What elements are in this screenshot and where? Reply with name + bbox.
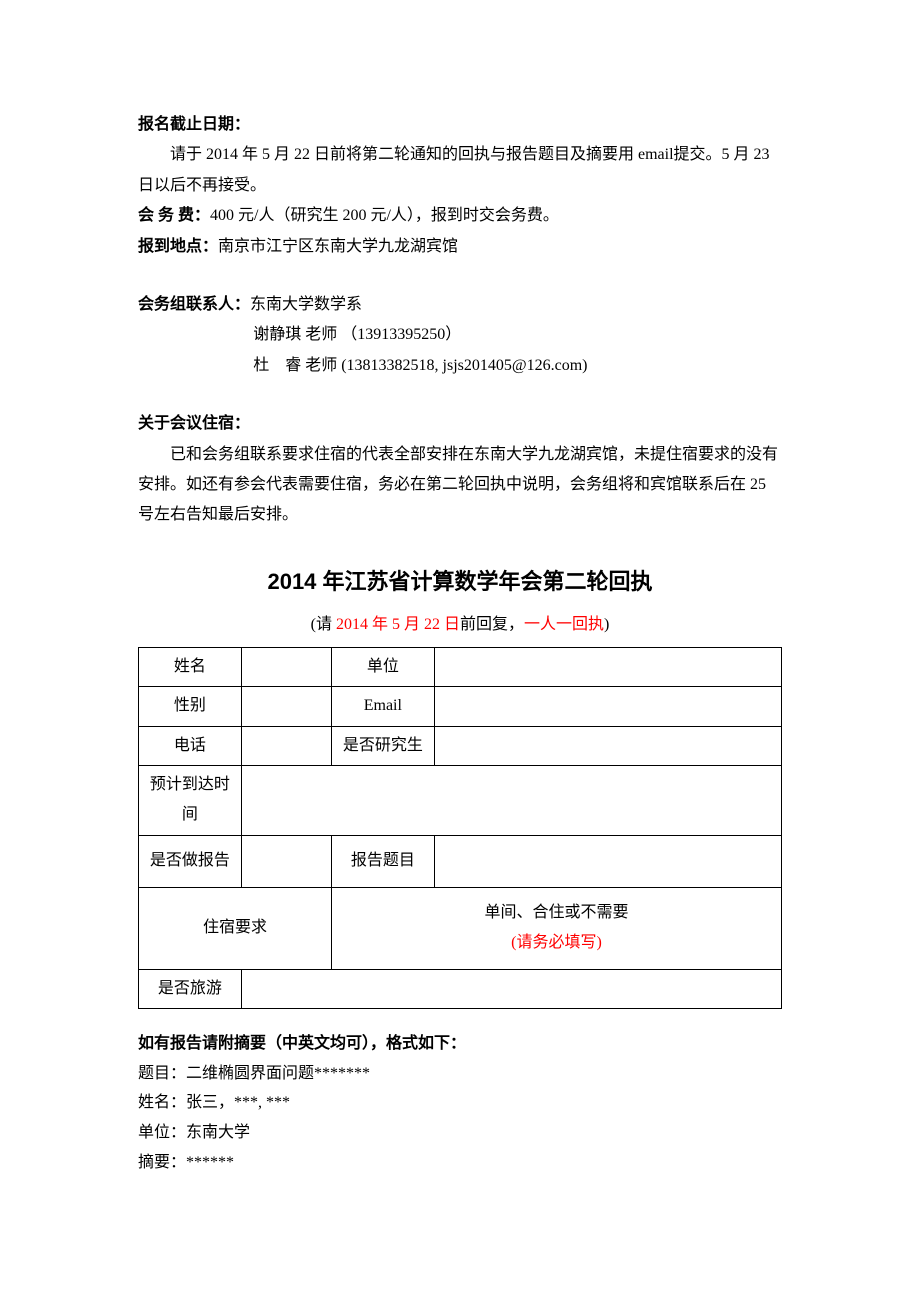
cell-phone-label: 电话 [139,726,242,765]
cell-lodging-value[interactable]: 单间、合住或不需要 (请务必填写) [331,887,781,969]
subtitle-prefix: (请 [311,616,336,633]
contact-person2-name: 杜 睿 [253,357,301,374]
cell-phone-value[interactable] [241,726,331,765]
contact-person-1: 谢静琪 老师 （13913395250） [138,320,782,350]
cell-name-label: 姓名 [139,647,242,686]
footer-heading: 如有报告请附摘要（中英文均可），格式如下： [138,1029,782,1059]
accommodation-heading: 关于会议住宿： [138,409,782,439]
cell-lodging-label: 住宿要求 [139,887,332,969]
accommodation-section: 关于会议住宿： 已和会务组联系要求住宿的代表全部安排在东南大学九龙湖宾馆，未提住… [138,409,782,531]
registration-table: 姓名 单位 性别 Email 电话 是否研究生 预计到达时间 是否做报告 报告题… [138,647,782,1009]
deadline-section: 报名截止日期： 请于 2014 年 5 月 22 日前将第二轮通知的回执与报告题… [138,110,782,262]
footer-line3: 单位：东南大学 [138,1118,782,1148]
form-title: 2014 年江苏省计算数学年会第二轮回执 [138,561,782,603]
cell-tour-value[interactable] [241,969,781,1008]
fee-text: 400 元/人（研究生 200 元/人），报到时交会务费。 [210,207,559,224]
deadline-heading: 报名截止日期： [138,116,250,133]
table-row: 是否做报告 报告题目 [139,835,782,887]
cell-report-title-label: 报告题目 [331,835,434,887]
footer-line1: 题目：二维椭圆界面问题******* [138,1059,782,1089]
lodging-hint1: 单间、合住或不需要 [338,898,775,928]
accommodation-body: 已和会务组联系要求住宿的代表全部安排在东南大学九龙湖宾馆，未提住宿要求的没有安排… [138,440,782,531]
table-row: 性别 Email [139,687,782,726]
footer-line2: 姓名：张三，***, *** [138,1088,782,1118]
cell-report-title-value[interactable] [434,835,781,887]
form-subtitle: (请 2014 年 5 月 22 日前回复，一人一回执) [138,610,782,640]
table-row: 预计到达时间 [139,766,782,836]
footer-line4: 摘要：****** [138,1148,782,1178]
cell-student-value[interactable] [434,726,781,765]
cell-name-value[interactable] [241,647,331,686]
cell-unit-value[interactable] [434,647,781,686]
contact-heading: 会务组联系人： [138,296,250,313]
location-label: 报到地点： [138,238,218,255]
cell-report-value[interactable] [241,835,331,887]
subtitle-suffix: 一人一回执 [524,616,604,633]
cell-email-label: Email [331,687,434,726]
cell-tour-label: 是否旅游 [139,969,242,1008]
footer-section: 如有报告请附摘要（中英文均可），格式如下： 题目：二维椭圆界面问题*******… [138,1029,782,1177]
table-row: 是否旅游 [139,969,782,1008]
cell-report-label: 是否做报告 [139,835,242,887]
cell-gender-value[interactable] [241,687,331,726]
subtitle-date: 2014 年 5 月 22 日 [336,616,460,633]
subtitle-end: ) [604,616,609,633]
table-row: 住宿要求 单间、合住或不需要 (请务必填写) [139,887,782,969]
cell-gender-label: 性别 [139,687,242,726]
fee-label: 会 务 费： [138,207,210,224]
cell-unit-label: 单位 [331,647,434,686]
contact-person1-name: 谢静琪 [253,326,301,343]
contact-person-2: 杜 睿 老师 (13813382518, jsjs201405@126.com) [138,351,782,381]
contact-person1-title: 老师 [305,326,337,343]
contact-person2-info: (13813382518, jsjs201405@126.com) [341,357,587,374]
lodging-hint2: (请务必填写) [338,928,775,958]
contact-person2-title: 老师 [305,357,337,374]
cell-student-label: 是否研究生 [331,726,434,765]
table-row: 姓名 单位 [139,647,782,686]
cell-arrival-label: 预计到达时间 [139,766,242,836]
deadline-text: 请于 2014 年 5 月 22 日前将第二轮通知的回执与报告题目及摘要用 em… [138,140,782,201]
location-text: 南京市江宁区东南大学九龙湖宾馆 [218,238,458,255]
subtitle-mid: 前回复， [460,616,524,633]
cell-email-value[interactable] [434,687,781,726]
contact-dept: 东南大学数学系 [250,296,362,313]
cell-arrival-value[interactable] [241,766,781,836]
table-row: 电话 是否研究生 [139,726,782,765]
contact-person1-phone: （13913395250） [341,326,461,343]
contact-section: 会务组联系人：东南大学数学系 谢静琪 老师 （13913395250） 杜 睿 … [138,290,782,381]
